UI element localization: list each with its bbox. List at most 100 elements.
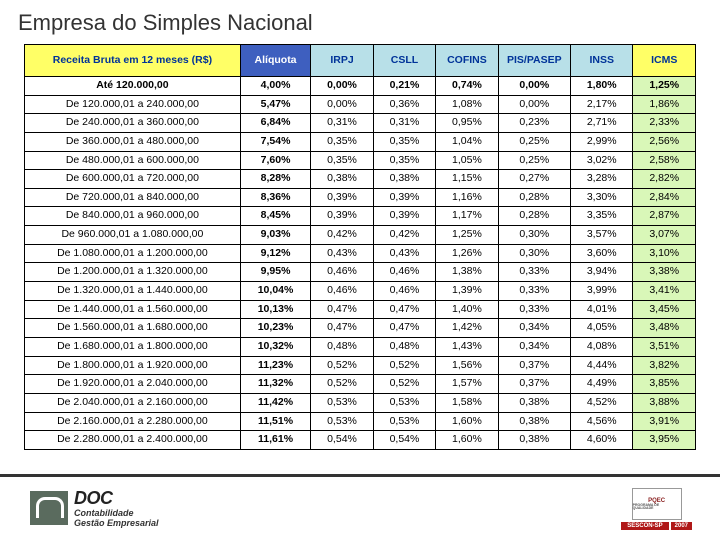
pqec-sub: PROGRAMA DE QUALIDADE [633,504,681,511]
table-cell: 0,47% [373,319,435,338]
table-cell: De 840.000,01 a 960.000,00 [25,207,241,226]
table-cell: 0,74% [436,77,498,96]
table-cell: 3,38% [633,263,696,282]
table-cell: 3,95% [633,431,696,450]
table-cell: De 1.320.000,01 a 1.440.000,00 [25,282,241,301]
table-cell: 2,71% [570,114,632,133]
col-icms: ICMS [633,45,696,77]
table-cell: 6,84% [240,114,310,133]
table-cell: 0,25% [498,151,570,170]
table-cell: 10,04% [240,282,310,301]
table-cell: 0,43% [373,244,435,263]
table-cell: 0,52% [373,356,435,375]
table-cell: 1,57% [436,375,498,394]
table-cell: 0,00% [311,77,373,96]
table-row: De 600.000,01 a 720.000,008,28%0,38%0,38… [25,170,696,189]
table-cell: 1,60% [436,431,498,450]
table-cell: 0,36% [373,95,435,114]
table-cell: De 240.000,01 a 360.000,00 [25,114,241,133]
table-cell: 0,35% [373,151,435,170]
table-cell: 0,34% [498,337,570,356]
table-cell: 0,25% [498,132,570,151]
table-cell: De 2.160.000,01 a 2.280.000,00 [25,412,241,431]
table-cell: 0,39% [373,188,435,207]
table-cell: 2,84% [633,188,696,207]
table-cell: 11,23% [240,356,310,375]
table-row: De 2.040.000,01 a 2.160.000,0011,42%0,53… [25,393,696,412]
col-irpj: IRPJ [311,45,373,77]
table-cell: 0,00% [498,77,570,96]
table-cell: Até 120.000,00 [25,77,241,96]
table-cell: De 1.920.000,01 a 2.040.000,00 [25,375,241,394]
table-cell: 0,28% [498,188,570,207]
table-cell: 3,57% [570,226,632,245]
table-cell: 9,03% [240,226,310,245]
table-cell: 1,43% [436,337,498,356]
table-cell: 8,45% [240,207,310,226]
table-cell: De 1.440.000,01 a 1.560.000,00 [25,300,241,319]
table-cell: 3,41% [633,282,696,301]
table-cell: 1,26% [436,244,498,263]
tax-table-container: Receita Bruta em 12 meses (R$) Alíquota … [0,44,720,450]
col-pis: PIS/PASEP [498,45,570,77]
table-cell: 0,39% [311,207,373,226]
table-cell: 0,39% [373,207,435,226]
table-cell: 3,10% [633,244,696,263]
table-cell: 3,45% [633,300,696,319]
table-cell: 4,52% [570,393,632,412]
table-cell: 4,60% [570,431,632,450]
table-cell: De 480.000,01 a 600.000,00 [25,151,241,170]
table-cell: 0,38% [498,431,570,450]
table-row: De 240.000,01 a 360.000,006,84%0,31%0,31… [25,114,696,133]
table-cell: 0,42% [311,226,373,245]
table-cell: 4,05% [570,319,632,338]
table-cell: 4,01% [570,300,632,319]
table-cell: 0,46% [373,263,435,282]
table-cell: 3,28% [570,170,632,189]
table-row: De 720.000,01 a 840.000,008,36%0,39%0,39… [25,188,696,207]
table-cell: 3,82% [633,356,696,375]
table-cell: 8,28% [240,170,310,189]
table-cell: 11,32% [240,375,310,394]
table-row: De 840.000,01 a 960.000,008,45%0,39%0,39… [25,207,696,226]
table-cell: 3,99% [570,282,632,301]
table-header-row: Receita Bruta em 12 meses (R$) Alíquota … [25,45,696,77]
table-cell: 0,48% [311,337,373,356]
table-cell: 2,33% [633,114,696,133]
table-cell: 0,52% [373,375,435,394]
table-cell: 10,32% [240,337,310,356]
table-row: De 1.440.000,01 a 1.560.000,0010,13%0,47… [25,300,696,319]
table-row: De 360.000,01 a 480.000,007,54%0,35%0,35… [25,132,696,151]
table-cell: 0,00% [498,95,570,114]
table-row: De 120.000,01 a 240.000,005,47%0,00%0,36… [25,95,696,114]
table-cell: De 720.000,01 a 840.000,00 [25,188,241,207]
col-cofins: COFINS [436,45,498,77]
table-cell: 0,38% [498,412,570,431]
page-title: Empresa do Simples Nacional [0,0,720,44]
table-cell: 4,44% [570,356,632,375]
table-cell: 11,61% [240,431,310,450]
table-cell: 0,46% [373,282,435,301]
doc-logo-icon [30,491,68,525]
table-cell: 0,34% [498,319,570,338]
table-cell: 0,35% [311,132,373,151]
table-cell: 0,38% [311,170,373,189]
table-cell: 0,21% [373,77,435,96]
table-row: De 1.320.000,01 a 1.440.000,0010,04% 0,46… [25,282,696,301]
table-cell: 0,52% [311,375,373,394]
table-cell: 0,46% [311,263,373,282]
table-cell: 0,47% [311,300,373,319]
table-cell: 0,33% [498,300,570,319]
table-cell: De 960.000,01 a 1.080.000,00 [25,226,241,245]
table-cell: 0,47% [373,300,435,319]
table-cell: 9,12% [240,244,310,263]
table-cell: 0,31% [311,114,373,133]
table-cell: 1,17% [436,207,498,226]
table-cell: 3,30% [570,188,632,207]
table-cell: 0,38% [373,170,435,189]
table-cell: 3,88% [633,393,696,412]
col-inss: INSS [570,45,632,77]
footer: DOC Contabilidade Gestão Empresarial PQE… [0,474,720,540]
table-cell: 1,38% [436,263,498,282]
table-cell: 2,87% [633,207,696,226]
